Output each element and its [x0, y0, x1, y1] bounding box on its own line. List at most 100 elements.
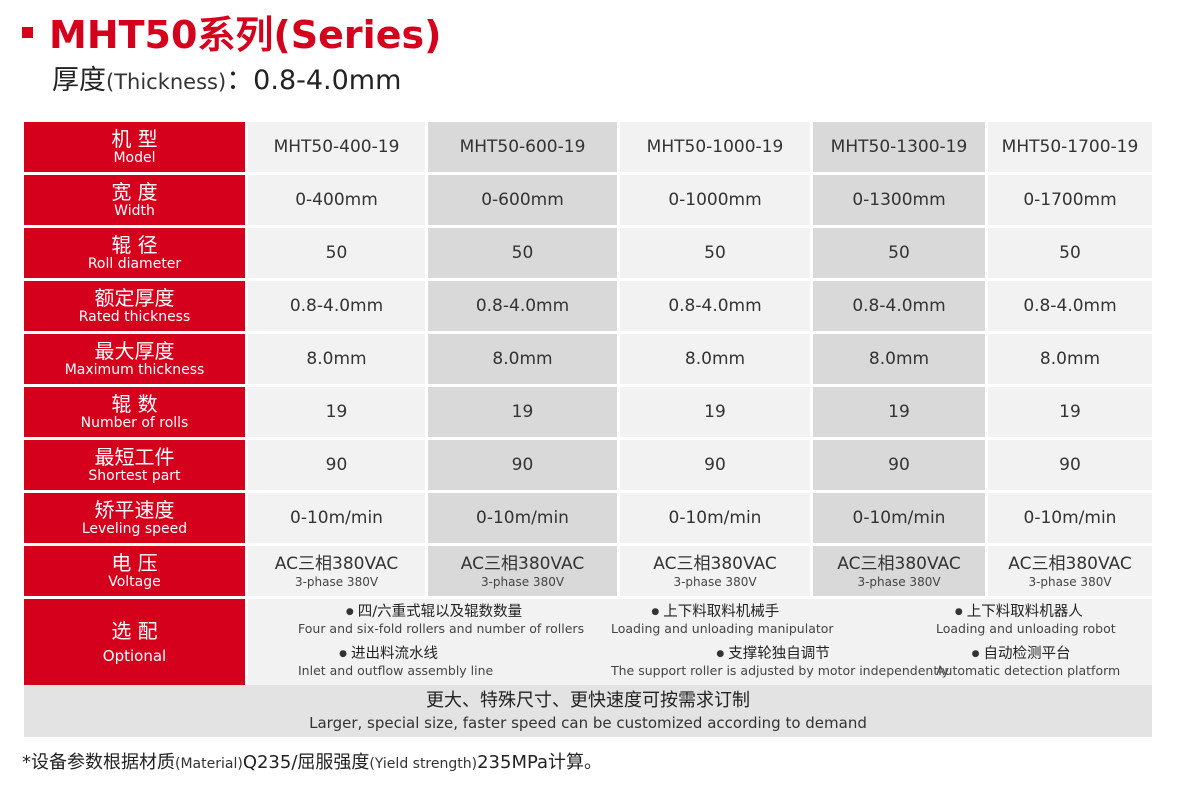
row-label-en: Voltage	[108, 574, 161, 590]
table-cell: 0-10m/min	[248, 493, 428, 543]
table-cell: MHT50-600-19	[428, 122, 620, 172]
voltage-sub: 3-phase 380V	[294, 575, 379, 589]
table-cell: 0-10m/min	[620, 493, 813, 543]
table-cell: 50	[248, 228, 428, 278]
table-cell: 19	[813, 387, 988, 437]
table-row: 最短工件 Shortest part 90 90 90 90 90	[24, 440, 1152, 490]
table-cell: 8.0mm	[248, 334, 428, 384]
footnote-suffix: 235MPa计算。	[477, 752, 603, 773]
footnote: *设备参数根据材质(Material)Q235/屈服强度(Yield stren…	[22, 748, 602, 774]
table-cell: MHT50-1000-19	[620, 122, 813, 172]
row-label: 最大厚度 Maximum thickness	[24, 334, 248, 384]
row-label-en: Roll diameter	[87, 256, 182, 272]
table-cell: 0-600mm	[428, 175, 620, 225]
optional-item-en: Four and six-fold rollers and number of …	[298, 621, 585, 636]
table-cell: 0-1700mm	[988, 175, 1152, 225]
row-label-en: Optional	[102, 647, 167, 665]
footnote-material-en: (Material)	[175, 756, 243, 772]
table-row: 辊 数 Number of rolls 19 19 19 19 19	[24, 387, 1152, 437]
table-row: 宽 度 Width 0-400mm 0-600mm 0-1000mm 0-1300…	[24, 175, 1152, 225]
spec-table: 机 型 Model MHT50-400-19 MHT50-600-19 MHT50…	[24, 119, 1152, 688]
row-label: 最短工件 Shortest part	[24, 440, 248, 490]
optional-item-cn: 支撑轮独自调节	[597, 645, 949, 663]
table-cell: 8.0mm	[813, 334, 988, 384]
table-row: 机 型 Model MHT50-400-19 MHT50-600-19 MHT50…	[24, 122, 1152, 172]
voltage-sub: 3-phase 380V	[857, 575, 941, 589]
optional-item-cn: 四/六重式辊以及辊数数量	[284, 603, 584, 621]
table-row-voltage: 电 压 Voltage AC三相380VAC 3-phase 380V AC三相38…	[24, 546, 1152, 596]
row-label: 机 型 Model	[24, 122, 248, 172]
table-cell: 50	[620, 228, 813, 278]
table-cell: 90	[988, 440, 1152, 490]
optional-item-cn: 进出料流水线	[284, 645, 493, 663]
row-label-cn: 辊 径	[111, 233, 158, 257]
table-cell: MHT50-1300-19	[813, 122, 988, 172]
table-cell: 50	[813, 228, 988, 278]
optional-item-cn: 上下料取料机器人	[922, 603, 1116, 621]
row-label-cn: 电 压	[111, 551, 158, 575]
table-cell: 0.8-4.0mm	[988, 281, 1152, 331]
table-cell: 0-10m/min	[988, 493, 1152, 543]
title-bullet-icon	[22, 26, 33, 38]
table-cell: MHT50-1700-19	[988, 122, 1152, 172]
row-label-en: Number of rolls	[80, 415, 189, 431]
table-cell: 0.8-4.0mm	[620, 281, 813, 331]
page-title: MHT50系列(Series)	[49, 12, 442, 57]
table-cell: AC三相380VAC 3-phase 380V	[813, 546, 988, 596]
voltage-main: AC三相380VAC	[460, 554, 585, 574]
footnote-prefix: *设备参数根据材质	[22, 752, 175, 773]
thickness-value: ：0.8-4.0mm	[226, 65, 402, 96]
row-label-en: Model	[113, 150, 156, 166]
optional-item-cn: 自动检测平台	[922, 645, 1120, 663]
thickness-label-cn: 厚度	[52, 65, 106, 96]
table-cell: 19	[428, 387, 620, 437]
row-label: 辊 数 Number of rolls	[24, 387, 248, 437]
row-label-en: Shortest part	[88, 468, 181, 484]
table-cell: 19	[988, 387, 1152, 437]
row-label-en: Maximum thickness	[64, 362, 205, 378]
row-label-cn: 最短工件	[94, 445, 175, 469]
table-row: 矫平速度 Leveling speed 0-10m/min 0-10m/min 0…	[24, 493, 1152, 543]
voltage-sub: 3-phase 380V	[673, 575, 757, 589]
table-cell: 8.0mm	[988, 334, 1152, 384]
table-cell: AC三相380VAC 3-phase 380V	[428, 546, 620, 596]
voltage-main: AC三相380VAC	[1008, 554, 1132, 574]
optional-item-en: The support roller is adjusted by motor …	[611, 663, 950, 678]
row-label-cn: 最大厚度	[94, 339, 175, 363]
table-row: 额定厚度 Rated thickness 0.8-4.0mm 0.8-4.0mm …	[24, 281, 1152, 331]
table-cell: 8.0mm	[428, 334, 620, 384]
customization-text-en: Larger, special size, faster speed can b…	[309, 714, 867, 732]
thickness-subtitle: 厚度(Thickness)：0.8-4.0mm	[52, 58, 401, 97]
row-label: 额定厚度 Rated thickness	[24, 281, 248, 331]
optional-item-en: Automatic detection platform	[936, 663, 1121, 678]
row-label: 宽 度 Width	[24, 175, 248, 225]
table-cell: 0-10m/min	[813, 493, 988, 543]
table-cell: AC三相380VAC 3-phase 380V	[248, 546, 428, 596]
voltage-sub: 3-phase 380V	[1028, 575, 1112, 589]
row-label: 矫平速度 Leveling speed	[24, 493, 248, 543]
customization-banner: 更大、特殊尺寸、更快速度可按需求订制 Larger, special size,…	[24, 685, 1152, 737]
optional-item-en: Inlet and outflow assembly line	[298, 663, 494, 678]
table-cell: 0.8-4.0mm	[248, 281, 428, 331]
row-label-en: Leveling speed	[81, 521, 188, 537]
title-row: MHT50系列(Series)	[22, 6, 442, 57]
customization-text-cn: 更大、特殊尺寸、更快速度可按需求订制	[426, 690, 750, 711]
table-cell: 50	[428, 228, 620, 278]
table-cell: 8.0mm	[620, 334, 813, 384]
table-cell: 0-400mm	[248, 175, 428, 225]
thickness-label-en: (Thickness)	[106, 70, 227, 94]
table-cell: 0-1300mm	[813, 175, 988, 225]
voltage-sub: 3-phase 380V	[480, 575, 565, 589]
row-label-cn: 矫平速度	[94, 498, 175, 522]
voltage-main: AC三相380VAC	[274, 554, 399, 574]
footnote-material-value: Q235/屈服强度	[242, 752, 370, 773]
row-label-en: Rated thickness	[78, 309, 191, 325]
table-cell: 50	[988, 228, 1152, 278]
row-label: 电 压 Voltage	[24, 546, 248, 596]
